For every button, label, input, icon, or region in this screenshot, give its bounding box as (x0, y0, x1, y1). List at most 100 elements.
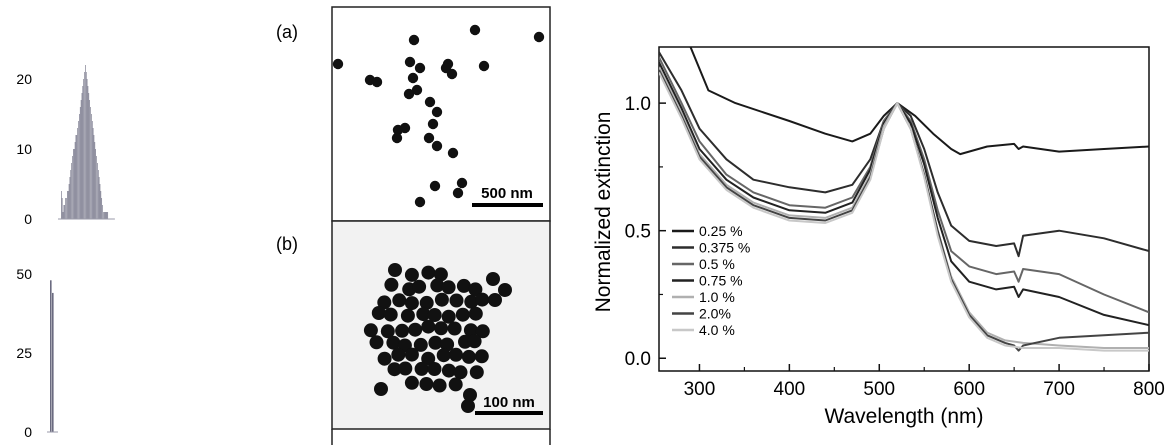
particle (474, 349, 489, 364)
particle (453, 365, 468, 380)
particle (391, 132, 403, 144)
particle (456, 177, 468, 189)
particle (434, 292, 449, 307)
hist1-bar (78, 121, 79, 219)
panel-b: (b) 100 nm (276, 220, 551, 445)
histogram-top: 0 10 20 (16, 65, 115, 227)
particle (386, 335, 401, 350)
hist1-bar (85, 65, 86, 219)
particle (414, 361, 429, 376)
hist1-bar (80, 100, 82, 219)
series-line (689, 47, 1149, 156)
hist1-bar (65, 198, 66, 219)
hist1-bar (70, 170, 72, 219)
particle (407, 72, 419, 84)
histogram-bottom: 0 25 50 (16, 266, 58, 440)
hist1-bar (66, 198, 67, 219)
particle (469, 24, 481, 36)
hist1-bar (62, 212, 64, 219)
particle (434, 321, 449, 336)
particle (411, 84, 423, 96)
series-line (659, 72, 1149, 352)
particle (440, 337, 455, 352)
particle (398, 361, 413, 376)
hist1-bar (90, 107, 91, 219)
particle (363, 323, 378, 338)
panel-a-label: (a) (276, 22, 298, 42)
particle (429, 180, 441, 192)
series-line (659, 61, 1149, 327)
particle (332, 58, 344, 70)
particle (441, 363, 456, 378)
particle (461, 349, 476, 364)
particle (447, 321, 462, 336)
particle (468, 282, 483, 297)
particle (377, 351, 392, 366)
legend-label: 2.0% (699, 306, 731, 322)
hist1-bar (81, 93, 83, 219)
particle (427, 118, 439, 130)
particle (463, 323, 478, 338)
hist1-bar (101, 198, 103, 219)
particle (383, 307, 398, 322)
hist1-bar (79, 114, 80, 219)
particle (463, 388, 477, 402)
particle (384, 277, 399, 292)
hist1-tick-label: 20 (16, 71, 32, 87)
hist1-bar (91, 114, 92, 219)
hist1-bar (67, 191, 69, 219)
particle (431, 140, 443, 152)
x-tick-label: 500 (863, 379, 895, 400)
particle (478, 60, 490, 72)
series-line (659, 51, 1149, 258)
legend: 0.25 %0.375 %0.5 %0.75 %1.0 %2.0%4.0 % (672, 223, 750, 338)
particle (404, 347, 419, 362)
hist1-bar (96, 156, 97, 219)
particle (441, 309, 456, 324)
hist1-bar (92, 128, 94, 219)
particle (475, 324, 490, 339)
hist1-bar (91, 121, 93, 219)
particle (392, 293, 407, 308)
hist1-bar (103, 212, 104, 219)
panel-b-label: (b) (276, 234, 298, 254)
hist1-bar (93, 135, 95, 219)
hist1-bar (89, 100, 90, 219)
particle (498, 283, 512, 297)
particle (395, 323, 410, 338)
hist1-bar (61, 198, 63, 219)
hist1-bar (105, 212, 107, 219)
particle (488, 293, 502, 307)
particle (374, 382, 388, 396)
hist1-bar (76, 135, 78, 219)
hist1-bar (99, 184, 101, 219)
legend-label: 4.0 % (699, 322, 735, 338)
particle (486, 272, 500, 286)
particle (388, 263, 402, 277)
particle (424, 96, 436, 108)
hist1-bar (72, 156, 73, 219)
hist1-bar (87, 86, 89, 219)
hist2-tick-label: 0 (24, 424, 32, 440)
particle (469, 365, 484, 380)
hist1-bar (79, 107, 81, 219)
particle (408, 322, 423, 337)
legend-label: 0.75 % (699, 273, 743, 289)
particle (416, 307, 431, 322)
hist1-bar (84, 72, 85, 219)
y-tick-label: 1.0 (625, 94, 651, 115)
y-axis-label: Normalized extinction (592, 112, 615, 313)
particle (433, 267, 448, 282)
particle (380, 324, 395, 339)
legend-label: 0.5 % (699, 256, 735, 272)
hist1-bar (77, 128, 78, 219)
hist1-bar (83, 79, 84, 219)
particle (371, 76, 383, 88)
hist1-tick-label: 10 (16, 141, 32, 157)
particle (440, 62, 452, 74)
particle (419, 377, 434, 391)
particle (430, 278, 445, 293)
x-tick-label: 700 (1043, 379, 1075, 400)
particle (449, 347, 463, 362)
